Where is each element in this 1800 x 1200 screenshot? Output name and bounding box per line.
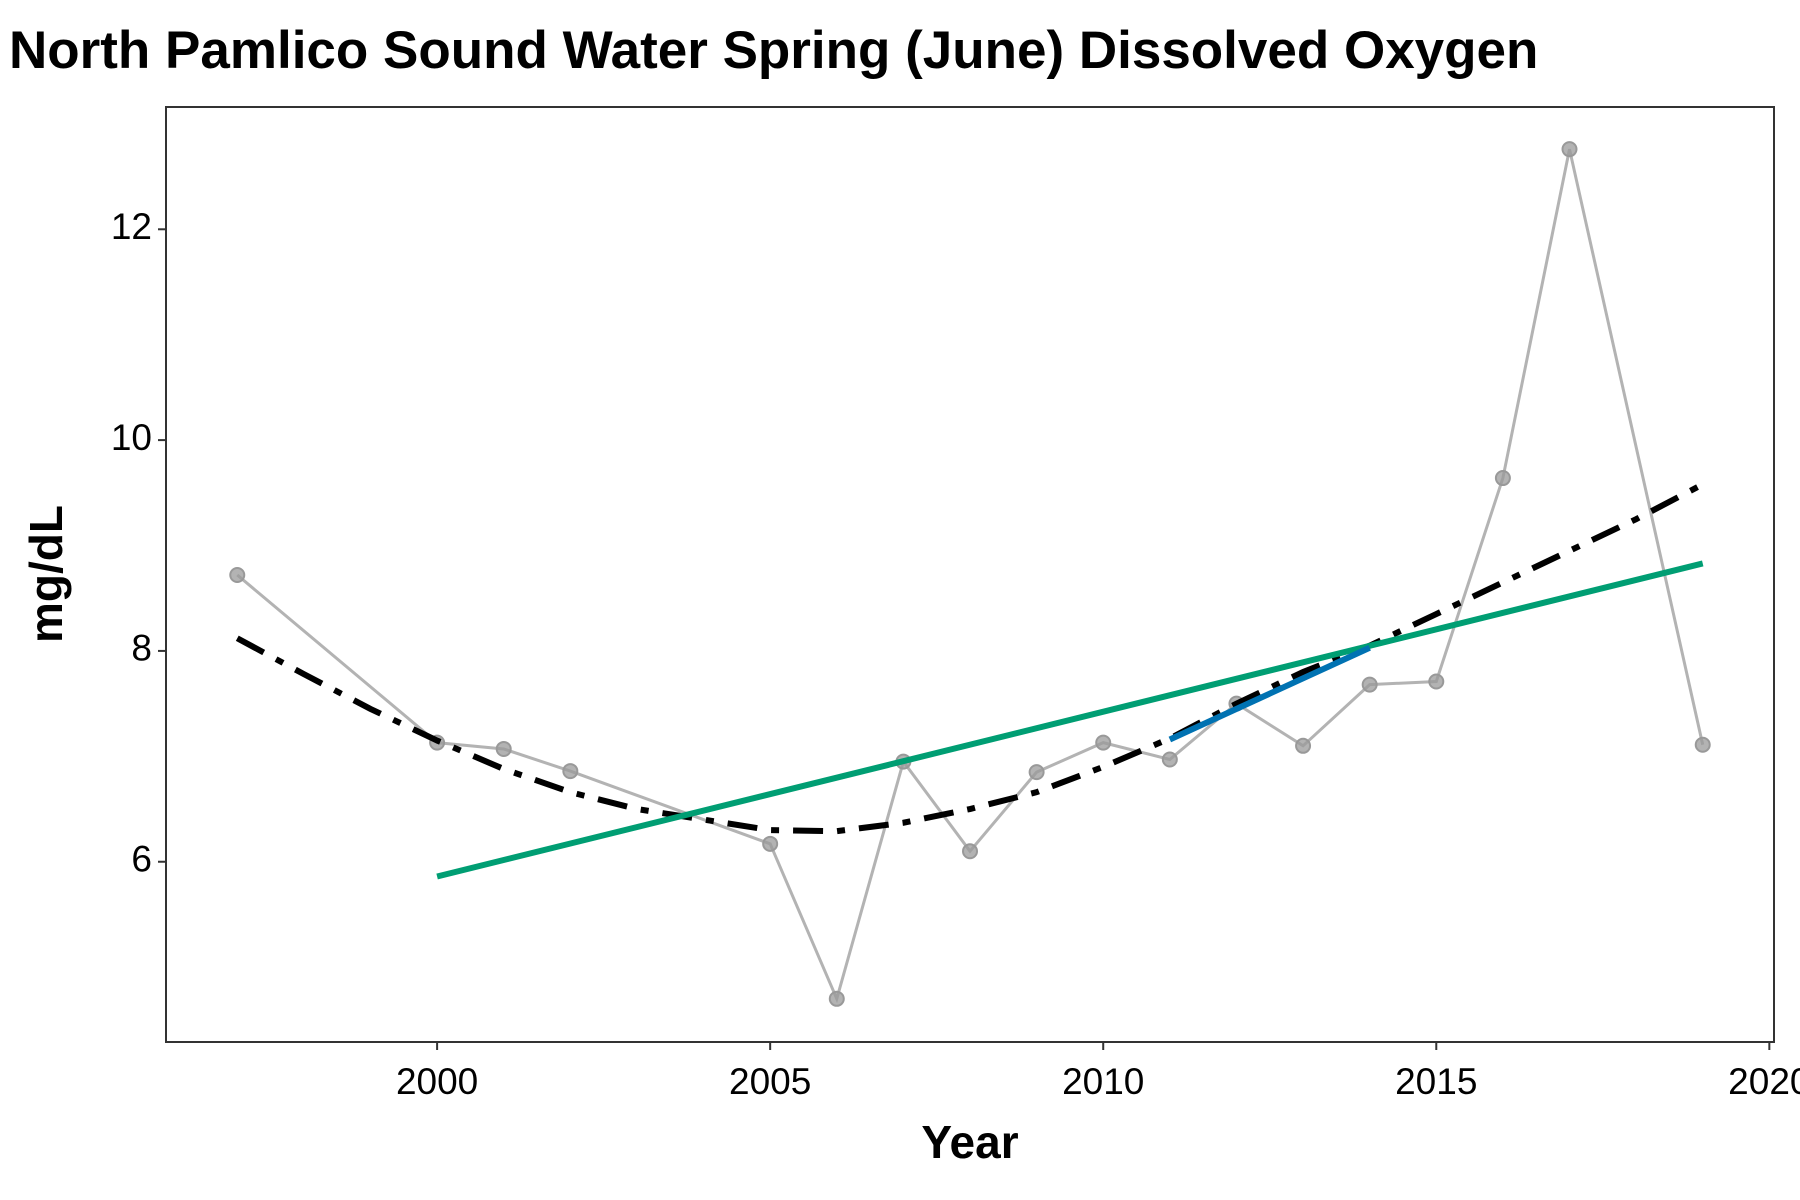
- series-line: [235, 481, 1705, 835]
- data-point: [1361, 676, 1378, 693]
- data-point: [1694, 736, 1711, 753]
- data-point: [762, 835, 779, 852]
- data-point: [1161, 751, 1178, 768]
- y-tick-label: 12: [111, 206, 152, 247]
- x-tick-label: 2020: [1728, 1061, 1800, 1102]
- x-tick-label: 2010: [1062, 1061, 1144, 1102]
- y-tick-label: 10: [111, 417, 152, 458]
- series-line: [1168, 645, 1371, 743]
- x-tick-label: 2000: [396, 1061, 478, 1102]
- data-point: [1095, 734, 1112, 751]
- series-line: [436, 560, 1704, 880]
- y-axis-label: mg/dL: [20, 505, 72, 643]
- data-point: [1028, 764, 1045, 781]
- series-line: [236, 148, 1705, 1004]
- data-point: [1295, 737, 1312, 754]
- y-tick-label: 8: [131, 628, 152, 669]
- plot-frame: [165, 106, 1775, 1043]
- data-point: [562, 763, 579, 780]
- x-tick-label: 2015: [1395, 1061, 1477, 1102]
- data-point: [1428, 673, 1445, 690]
- data-point: [1561, 141, 1578, 158]
- data-point: [828, 990, 845, 1007]
- x-axis-label: Year: [921, 1116, 1018, 1168]
- chart-title: North Pamlico Sound Water Spring (June) …: [9, 21, 1538, 80]
- y-tick-label: 6: [131, 839, 152, 880]
- data-point: [1494, 470, 1511, 487]
- data-point: [229, 567, 246, 584]
- data-point: [962, 843, 978, 860]
- x-tick-label: 2005: [729, 1061, 811, 1102]
- data-point: [495, 740, 512, 757]
